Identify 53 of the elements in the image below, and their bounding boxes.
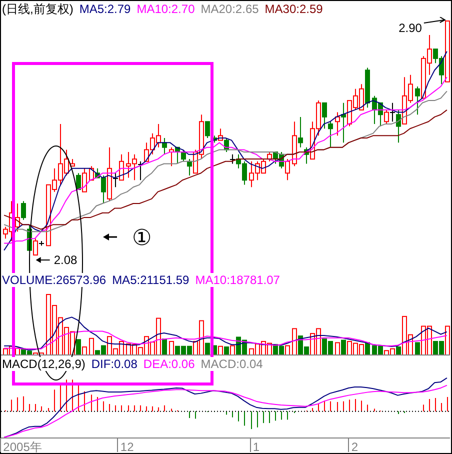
bar bbox=[218, 346, 223, 355]
bar bbox=[89, 338, 94, 355]
bar bbox=[224, 346, 229, 355]
chart-title: (日线,前复权) bbox=[2, 2, 74, 16]
x-tick-label: 2005年 bbox=[3, 440, 42, 454]
bar bbox=[445, 326, 450, 355]
chart-title: MACD(12,26,9) bbox=[2, 357, 86, 371]
candlestick bbox=[119, 154, 124, 181]
candlestick bbox=[328, 121, 333, 148]
bar bbox=[82, 346, 87, 355]
bar bbox=[415, 342, 420, 355]
candlestick bbox=[162, 138, 167, 155]
candlestick bbox=[298, 116, 303, 148]
bar bbox=[76, 339, 81, 355]
candlestick bbox=[322, 102, 327, 130]
text: MA30:2.59 bbox=[264, 2, 323, 16]
bar bbox=[230, 345, 235, 355]
bar bbox=[3, 348, 8, 355]
bar bbox=[169, 340, 174, 355]
bar bbox=[162, 338, 167, 355]
candlestick bbox=[390, 102, 396, 122]
text: MACD:0.04 bbox=[200, 357, 263, 371]
candlestick bbox=[341, 102, 346, 144]
candlestick bbox=[396, 109, 401, 144]
bar bbox=[15, 348, 20, 355]
annotation: 2.90 bbox=[398, 21, 422, 35]
candlestick bbox=[76, 172, 81, 190]
text: VOLUME:26573.96 bbox=[2, 273, 106, 287]
text: MA10:2.70 bbox=[136, 2, 195, 16]
candlestick bbox=[218, 128, 223, 141]
bar bbox=[292, 328, 297, 355]
series-label: DEA:0.06 bbox=[143, 357, 195, 371]
text: MA20:2.65 bbox=[200, 2, 259, 16]
text: MA10:18781.07 bbox=[195, 273, 280, 287]
candlestick bbox=[112, 172, 118, 188]
text: MA5:21151.59 bbox=[112, 273, 190, 287]
candlestick bbox=[21, 200, 26, 220]
bar bbox=[205, 342, 210, 355]
bar bbox=[335, 342, 340, 355]
candlestick bbox=[415, 86, 420, 116]
candlestick bbox=[205, 121, 210, 138]
bar bbox=[285, 345, 290, 355]
candlestick bbox=[445, 20, 450, 82]
x-tick-label: 2 bbox=[351, 440, 358, 454]
candlestick bbox=[230, 154, 236, 164]
bar bbox=[341, 340, 346, 355]
bar bbox=[396, 346, 401, 355]
annotation: ① bbox=[132, 226, 152, 251]
series-label: DIF:0.08 bbox=[91, 357, 138, 371]
x-tick-label: 12 bbox=[120, 440, 134, 454]
annotation: 2.08 bbox=[54, 253, 78, 267]
x-tick-label: 1 bbox=[252, 440, 260, 454]
text: MA5:2.79 bbox=[79, 2, 131, 16]
